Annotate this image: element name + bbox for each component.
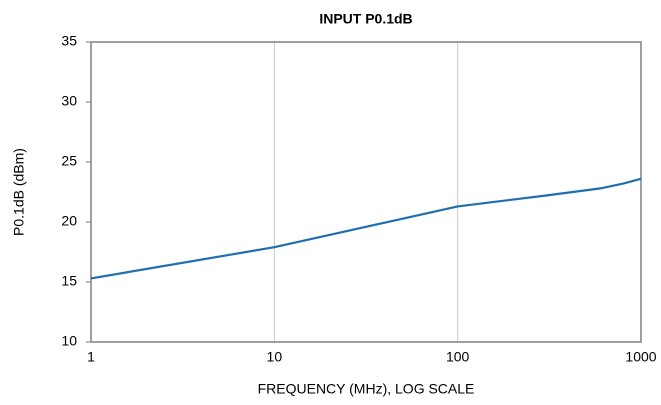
y-tick-label: 10 [61,333,77,349]
y-tick-label: 30 [61,93,77,109]
x-tick-label: 1 [87,349,95,365]
y-tick-label: 15 [61,273,77,289]
y-axis-label: P0.1dB (dBm) [11,148,27,236]
x-tick-label: 100 [446,349,470,365]
y-tick-label: 35 [61,33,77,49]
y-tick-label: 20 [61,213,77,229]
y-tick-label: 25 [61,153,77,169]
plot-frame [90,41,642,343]
x-tick-label: 10 [267,349,283,365]
x-axis-label: FREQUENCY (MHz), LOG SCALE [258,381,475,397]
x-tick-label: 1000 [625,349,656,365]
chart-title: INPUT P0.1dB [319,11,412,27]
line-series [90,177,642,280]
